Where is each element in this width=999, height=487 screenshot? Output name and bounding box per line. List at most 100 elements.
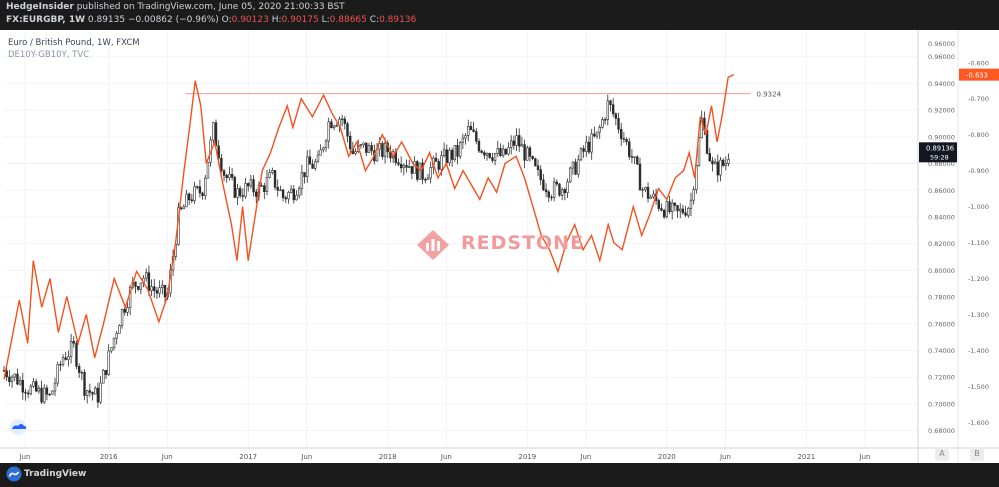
candle	[158, 287, 161, 294]
candle	[539, 169, 542, 181]
candle	[485, 152, 489, 156]
candle	[206, 161, 210, 179]
price-axis-label: 0.70000	[928, 400, 955, 408]
candle	[228, 174, 231, 179]
candle	[16, 373, 19, 385]
price-axis-label: 0.84000	[928, 213, 955, 221]
spread-axis-label: -1.200	[968, 275, 989, 283]
candle	[61, 357, 65, 365]
candle	[620, 128, 623, 139]
candle	[244, 183, 247, 197]
candle	[94, 387, 97, 395]
candle	[340, 118, 344, 121]
candle	[367, 145, 371, 153]
symbol-label: FX:EURGBP, 1W	[6, 15, 86, 25]
candle	[8, 376, 11, 382]
candle	[32, 381, 35, 387]
candle	[660, 208, 663, 211]
candle	[332, 125, 336, 129]
candle	[91, 392, 94, 395]
legend-series-spread[interactable]: DE10Y-GB10Y, TVC	[8, 50, 90, 60]
spread-series-line[interactable]	[3, 73, 735, 380]
candle	[531, 156, 534, 159]
candle	[528, 147, 532, 157]
candle	[434, 157, 438, 162]
candle	[483, 152, 486, 156]
candle	[402, 164, 406, 169]
candle	[155, 290, 159, 294]
candle	[249, 179, 253, 187]
candle	[346, 123, 349, 137]
candle	[289, 188, 293, 193]
tradingview-logo-icon[interactable]	[6, 466, 22, 482]
candle	[606, 100, 609, 120]
candle	[472, 129, 475, 132]
publication-header: HedgeInsider published on TradingView.co…	[0, 0, 999, 30]
candle	[88, 390, 92, 393]
candle	[255, 191, 258, 197]
footer-bar	[0, 463, 999, 487]
spread-axis-label: -1.600	[968, 419, 989, 427]
candle	[501, 148, 505, 157]
chart-legend: Euro / British Pound, 1W, FXCM DE10Y-GB1…	[8, 37, 140, 61]
candle	[2, 370, 6, 372]
candle	[687, 208, 690, 216]
candle	[72, 341, 75, 344]
candle	[668, 201, 671, 213]
price-axis-label: 0.80000	[928, 267, 955, 275]
price-axis-label: 0.78000	[928, 294, 955, 302]
log-scale-button[interactable]: B	[970, 447, 984, 461]
candle	[611, 104, 615, 115]
spread-axis-label: -1.100	[968, 239, 989, 247]
candle	[217, 145, 220, 159]
candle	[104, 369, 108, 375]
candle	[196, 186, 199, 188]
candle	[343, 118, 347, 124]
candle	[638, 163, 642, 191]
candle	[442, 149, 446, 157]
candle	[295, 194, 298, 201]
candle	[268, 172, 271, 178]
chart-svg[interactable]: Jun 2016 Jun 2017 Jun 2018 Jun 2019 Jun 2020 Jun 20…	[0, 30, 999, 463]
candle	[163, 285, 167, 298]
candle	[445, 149, 448, 164]
candle	[85, 390, 89, 396]
footer-brand[interactable]: TradingView	[24, 469, 87, 479]
high-label: H:	[271, 15, 282, 25]
legend-series-price[interactable]: Euro / British Pound, 1W, FXCM	[8, 38, 140, 48]
candle	[437, 161, 440, 170]
candle	[636, 156, 639, 165]
candle	[378, 143, 381, 150]
publisher-name[interactable]: HedgeInsider	[6, 2, 74, 12]
candle	[45, 387, 49, 395]
price-badge	[919, 142, 957, 163]
spread-axis-label: -1.300	[968, 311, 989, 319]
candle	[53, 382, 57, 392]
candle	[35, 381, 38, 392]
candle	[37, 387, 41, 392]
open-value: 0.90123	[231, 15, 269, 25]
chart-area[interactable]: Jun 2016 Jun 2017 Jun 2018 Jun 2019 Jun 2020 Jun 20…	[0, 30, 999, 463]
candle	[370, 145, 373, 152]
candle	[308, 156, 312, 165]
candle	[365, 142, 368, 153]
candle	[67, 356, 70, 360]
candle	[238, 188, 242, 196]
candle	[316, 154, 320, 163]
candle	[64, 357, 67, 360]
candle	[679, 208, 682, 212]
candle	[692, 189, 695, 201]
candle	[276, 186, 279, 191]
candle	[48, 393, 51, 396]
plot-background	[0, 30, 999, 463]
candle	[598, 127, 601, 133]
close-value: 0.89136	[379, 15, 417, 25]
candle	[128, 287, 132, 308]
candle	[179, 207, 183, 210]
candle	[10, 376, 14, 382]
candle	[719, 159, 722, 176]
candle	[609, 100, 612, 105]
candle	[314, 161, 317, 169]
candle	[405, 164, 408, 168]
auto-scale-button[interactable]: A	[935, 447, 949, 461]
